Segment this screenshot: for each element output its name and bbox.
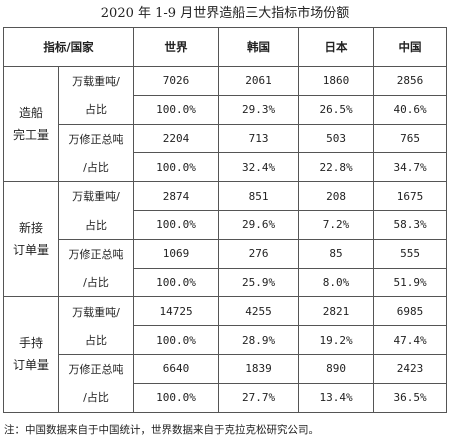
value-cell: 8.0% (298, 267, 375, 298)
value-cell: 2821 (298, 296, 375, 327)
metric-label: /占比 (57, 383, 135, 413)
group-label-line: 订单量 (12, 243, 49, 258)
value-cell: 851 (218, 181, 300, 211)
value-cell: 2061 (218, 66, 300, 96)
value-cell: 2423 (373, 353, 448, 384)
metric-label: 占比 (57, 95, 135, 125)
value-cell: 100.0% (133, 209, 220, 240)
value-cell: 7026 (133, 66, 220, 96)
note: 注：中国数据来自于中国统计，世界数据来自于克拉克松研究公司。 (4, 424, 319, 436)
value-cell: 51.9% (373, 267, 448, 298)
data-row: 占比 100.0% 29.3% 26.5% 40.6% (4, 94, 448, 125)
header-cell: 日本 (298, 27, 375, 67)
table-body: 指标/国家 世界 韩国 日本 中国 造船 完工量 万载重吨/7026 2061 1860 2856 占… (2, 27, 448, 413)
group-label-line: 造船 (18, 106, 43, 121)
group-label: 造船 完工量 (3, 65, 59, 183)
metric-label: 万载重吨/ (57, 66, 135, 96)
value-cell: 85 (298, 238, 375, 269)
group-label-line: 新接 (18, 221, 43, 236)
value-cell: 1069 (133, 238, 220, 269)
group-label: 手持 订单量 (3, 296, 59, 413)
value-cell: 28.9% (218, 325, 300, 355)
title: 2020 年 1-9 月世界造船三大指标市场份额 (100, 6, 350, 21)
data-row: 万修正总吨 1069 276 85 555 (4, 238, 448, 269)
value-cell: 58.3% (373, 209, 448, 240)
group-label: 新接 订单量 (3, 181, 59, 298)
value-cell: 503 (298, 123, 375, 154)
value-cell: 4255 (218, 296, 300, 327)
value-cell: 276 (218, 238, 300, 269)
value-cell: 6640 (133, 353, 220, 384)
group-label-line: 完工量 (12, 128, 49, 143)
value-cell: 29.3% (218, 94, 300, 125)
value-cell: 22.8% (298, 152, 375, 183)
metric-label: 万修正总吨 (57, 238, 135, 269)
value-cell: 1839 (218, 353, 300, 384)
group-label-line: 手持 (18, 336, 43, 351)
data-row: 万修正总吨 6640 1839 890 2423 (4, 353, 448, 384)
value-cell: 100.0% (133, 152, 220, 183)
value-cell: 32.4% (218, 152, 300, 183)
data-row: 万修正总吨 2204 713 503 765 (4, 123, 448, 154)
header-cell: 指标/国家 (2, 27, 135, 67)
value-cell: 34.7% (373, 152, 448, 183)
value-cell: 208 (298, 181, 375, 211)
metric-label: 万载重吨/ (57, 296, 135, 326)
value-cell: 713 (218, 123, 300, 154)
data-row: 手持 订单量 万载重吨/14725 4255 2821 6985 (3, 296, 448, 413)
value-cell: 29.6% (218, 209, 300, 240)
value-cell: 26.5% (298, 94, 375, 125)
group-label-line: 订单量 (12, 358, 49, 373)
header-cell: 中国 (373, 27, 448, 67)
value-cell: 7.2% (298, 209, 375, 240)
value-cell: 47.4% (373, 325, 448, 355)
metric-label: /占比 (57, 152, 135, 183)
value-cell: 27.7% (218, 382, 300, 413)
header-row: 指标/国家 世界 韩国 日本 中国 (2, 27, 448, 67)
data-row: 占比 100.0% 28.9% 19.2% 47.4% (4, 325, 448, 355)
metric-label: 占比 (57, 325, 135, 355)
data-row: 新接 订单量 万载重吨/2874 851 208 1675 (3, 181, 448, 298)
value-cell: 25.9% (218, 267, 300, 298)
header-cell: 世界 (133, 27, 220, 67)
value-cell: 100.0% (133, 267, 220, 298)
value-cell: 100.0% (133, 94, 220, 125)
value-cell: 1675 (373, 181, 448, 211)
value-cell: 13.4% (298, 382, 375, 413)
value-cell: 555 (373, 238, 448, 269)
value-cell: 2856 (373, 66, 448, 96)
metric-label: 万修正总吨 (57, 353, 135, 384)
value-cell: 6985 (373, 296, 448, 327)
data-row: /占比 100.0% 32.4% 22.8% 34.7% (4, 152, 448, 183)
header-cell: 韩国 (218, 27, 300, 67)
metric-label: 占比 (57, 210, 135, 240)
value-cell: 100.0% (133, 382, 220, 413)
value-cell: 2204 (133, 123, 220, 154)
table: 指标/国家 世界 韩国 日本 中国 造船 完工量 万载重吨/7026 2061 1860 2856 占… (2, 27, 448, 413)
value-cell: 1860 (298, 66, 375, 96)
data-row: /占比 100.0% 25.9% 8.0% 51.9% (4, 267, 448, 298)
value-cell: 19.2% (298, 325, 375, 355)
data-row: 占比 100.0% 29.6% 7.2% 58.3% (4, 209, 448, 240)
value-cell: 765 (373, 123, 448, 154)
data-row: 造船 完工量 万载重吨/7026 2061 1860 2856 (3, 65, 448, 183)
value-cell: 2874 (133, 181, 220, 211)
metric-label: /占比 (57, 268, 135, 298)
value-cell: 36.5% (373, 382, 448, 413)
value-cell: 100.0% (133, 325, 220, 355)
metric-label: 万载重吨/ (57, 181, 135, 211)
value-cell: 40.6% (373, 94, 448, 125)
metric-label: 万修正总吨 (57, 123, 135, 153)
value-cell: 890 (298, 353, 375, 384)
value-cell: 14725 (133, 296, 220, 327)
data-row: /占比 100.0% 27.7% 13.4% 36.5% (4, 382, 448, 413)
